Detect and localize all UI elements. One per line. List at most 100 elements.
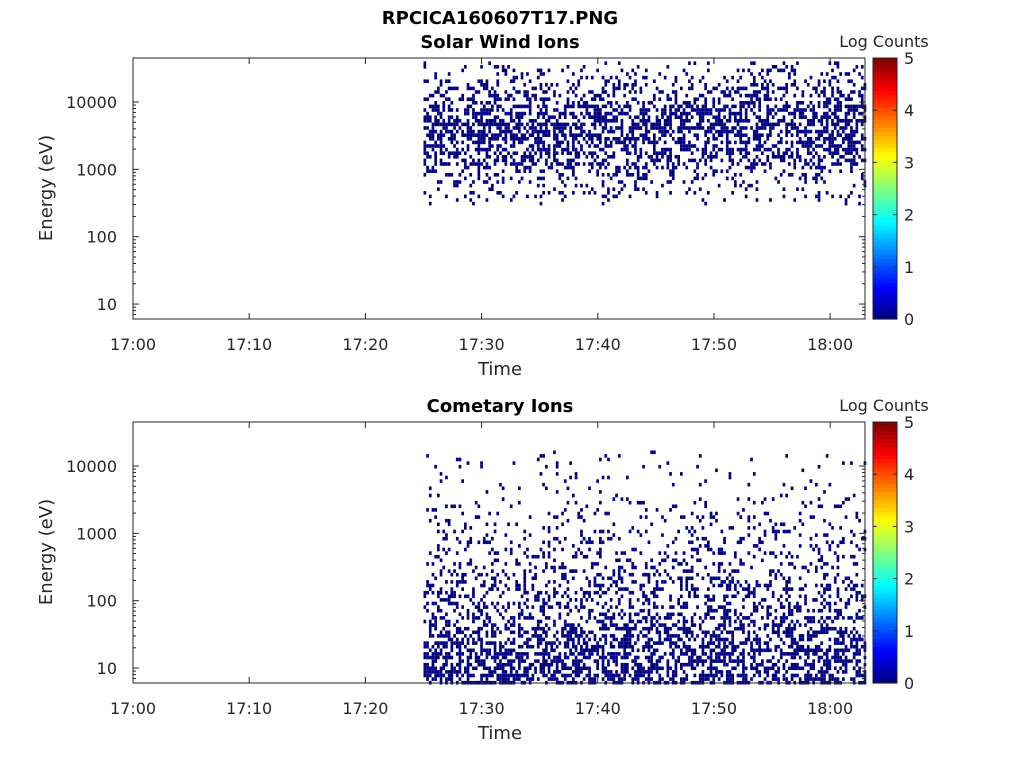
panel2-cell — [612, 659, 616, 663]
panel1-cell — [536, 68, 540, 73]
panel2-cell — [477, 616, 481, 620]
panel1-cell — [572, 104, 575, 109]
panel2-cell — [715, 644, 718, 649]
panel1-cell — [518, 90, 521, 94]
panel2-cell — [836, 659, 840, 663]
panel1-cell — [644, 108, 648, 112]
panel1-cell — [609, 126, 613, 130]
panel2-cell — [796, 652, 799, 656]
panel1-cell — [534, 151, 537, 155]
panel2-cell — [631, 648, 635, 653]
panel2-cell — [788, 529, 791, 534]
panel1-cell — [434, 101, 437, 105]
panel2-cell — [779, 619, 783, 624]
panel2-cell — [685, 662, 689, 667]
panel1-cell — [850, 165, 853, 170]
panel2-cell — [582, 652, 586, 656]
panel1-cell — [804, 79, 807, 83]
panel2-cell — [831, 626, 834, 631]
panel2-cell — [504, 533, 508, 537]
panel1-cell — [804, 115, 807, 119]
panel2-cell — [609, 644, 613, 649]
panel1-cell — [661, 155, 664, 159]
panel1-cell — [831, 137, 834, 141]
panel1-cell — [482, 180, 486, 184]
panel1-cell — [531, 126, 535, 130]
panel2-cell — [615, 652, 618, 656]
panel2-cell — [536, 659, 540, 663]
panel1-cell — [766, 68, 770, 73]
panel1-cell — [836, 158, 840, 163]
panel1-cell — [836, 115, 840, 119]
panel2-cell — [825, 666, 829, 671]
panel1-cell — [607, 162, 610, 166]
panel1-cell — [493, 162, 497, 166]
panel1-cell — [604, 126, 608, 130]
panel1-cell — [833, 137, 837, 141]
panel2-cell — [496, 601, 500, 606]
panel1-cell — [796, 61, 799, 65]
panel2-cell — [752, 619, 756, 624]
panel2-cell — [828, 673, 832, 678]
panel2-cell — [464, 572, 467, 577]
panel1-cell — [464, 162, 467, 166]
panel2-cell — [653, 652, 656, 656]
panel2-cell — [623, 670, 626, 674]
panel2-cell — [472, 673, 475, 678]
panel1-cell — [858, 90, 861, 94]
panel1-cell — [801, 173, 805, 177]
panel2-cell — [569, 634, 572, 638]
panel2-cell — [601, 576, 605, 581]
panel1-cell — [518, 111, 521, 116]
panel1-cell — [836, 86, 840, 91]
panel1-cell — [615, 115, 618, 119]
panel1-cell — [496, 97, 500, 101]
panel2-cell — [582, 590, 586, 595]
panel2-cell — [839, 659, 842, 663]
panel1-cell — [823, 155, 826, 159]
panel1-cell — [450, 140, 454, 145]
panel2-cell — [725, 594, 729, 599]
panel2-cell — [823, 576, 826, 581]
panel2-cell — [747, 590, 751, 595]
panel1-cell — [615, 165, 618, 170]
panel2-cell — [428, 518, 432, 523]
panel1-cell — [620, 126, 624, 130]
panel1-cell — [779, 158, 783, 163]
panel1-cell — [528, 111, 532, 116]
panel1-cell — [431, 108, 435, 112]
panel2-cell — [437, 641, 440, 645]
panel2-cell — [615, 605, 618, 609]
panel2-cell — [655, 569, 659, 573]
panel2-cell — [680, 677, 683, 681]
panel1-cell — [779, 119, 783, 123]
panel2-cell — [658, 634, 662, 638]
panel2-cell — [707, 641, 710, 645]
panel2-cell — [701, 515, 705, 519]
panel2-cell — [447, 637, 451, 642]
panel2-cell — [674, 504, 678, 509]
panel1-cell — [647, 155, 651, 159]
panel2-cell — [779, 655, 783, 660]
panel2-cell — [609, 605, 613, 609]
panel2-cell — [682, 670, 686, 674]
panel2-cell — [512, 616, 516, 620]
panel1-cell — [852, 158, 856, 163]
panel2-cell — [515, 522, 518, 527]
panel1-cell — [455, 198, 459, 202]
panel2-cell — [550, 565, 554, 570]
panel1-cell — [828, 79, 832, 83]
panel1-cell — [569, 158, 572, 163]
panel2-cell — [593, 529, 597, 534]
panel1-cell — [607, 119, 610, 123]
panel1-xtick-label: 17:00 — [110, 335, 156, 354]
panel1-cell — [572, 191, 575, 195]
panel2-cell — [458, 612, 462, 617]
panel1-cell — [801, 108, 805, 112]
panel2-cell — [844, 666, 848, 671]
panel2-cell — [709, 652, 713, 656]
panel1-cell — [515, 111, 518, 116]
panel1-cell — [480, 108, 483, 112]
panel2-cell — [472, 569, 475, 573]
panel1-cell — [817, 198, 821, 202]
